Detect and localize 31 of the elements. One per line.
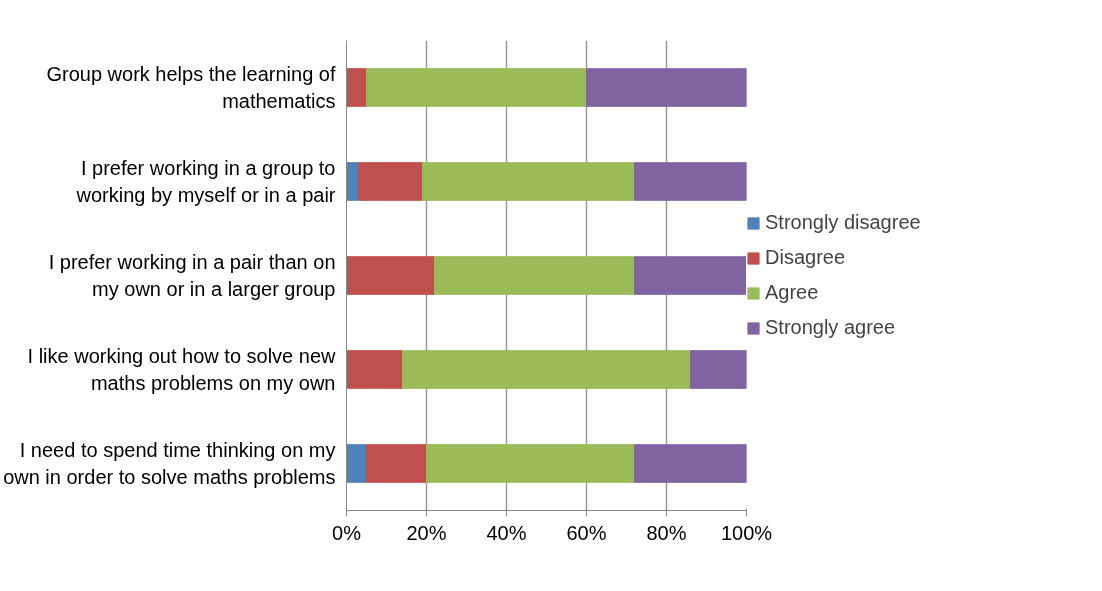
bar [346,350,403,389]
legend-label: Agree [765,281,819,304]
legend-label: Strongly disagree [765,211,921,234]
y-tick-label: I prefer working in a pair than on my own or in a larger group [48,251,336,300]
x-tick-label: 20% [406,521,447,544]
x-tick-label: 40% [486,521,527,544]
y-tick-label: Group work helps the learning of mathematics [46,63,336,112]
y-tick-label: I like working out how to solve new maths problems on my own [27,345,337,394]
bar [366,444,427,483]
bar [358,162,423,201]
x-tick-label: 80% [646,521,687,544]
bar [402,350,691,389]
bar [422,162,635,201]
bar [426,444,635,483]
x-tick-label: 100% [720,521,773,544]
y-tick-label: I need to spend time thinking on my own in order to solve maths problems [3,439,336,488]
bar [634,256,747,295]
bar [634,162,747,201]
bar [434,256,635,295]
bar [634,444,747,483]
x-tick-label: 60% [566,521,607,544]
y-tick-label: I prefer working in a group to working by myself or in a pair [75,157,336,206]
bar [690,350,747,389]
legend-label: Disagree [765,246,846,269]
bar [586,68,747,107]
bar [346,68,367,107]
bar [346,256,435,295]
bar [366,68,587,107]
bar [346,444,367,483]
legend-label: Strongly agree [765,316,896,339]
x-tick-label: 0% [332,521,362,544]
